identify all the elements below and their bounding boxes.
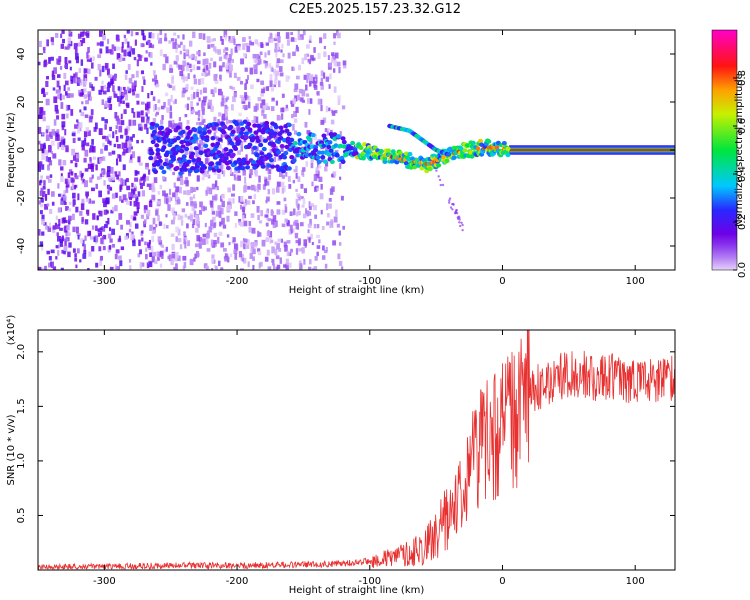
snr-plot xyxy=(38,330,675,570)
snr-xtick-label: -200 xyxy=(226,576,249,587)
spectrogram-ytick-label: -20 xyxy=(16,190,27,206)
colorbar-tick-label: 0.0 xyxy=(737,262,748,278)
spectrogram-xtick-label: -200 xyxy=(226,276,249,287)
snr-xlabel: Height of straight line (km) xyxy=(289,585,425,596)
snr-ytick-label: 1.5 xyxy=(16,398,27,414)
snr-xtick-label: 100 xyxy=(626,576,645,587)
colorbar xyxy=(711,29,738,271)
spectrogram-ylabel: Frequency (Hz) xyxy=(6,112,17,188)
spectrogram-xtick-label: 0 xyxy=(499,276,505,287)
snr-ytick-label: 2.0 xyxy=(16,344,27,360)
colorbar-tick-label: 0.2 xyxy=(737,214,748,230)
spectrogram-plot xyxy=(38,30,675,270)
snr-xtick-label: -300 xyxy=(93,576,116,587)
snr-series-line xyxy=(38,330,675,570)
snr-xtick-label: -100 xyxy=(358,576,381,587)
snr-ylabel: SNR (10 * v/v) xyxy=(6,414,17,485)
colorbar-tick-label: 0.6 xyxy=(737,118,748,134)
spectrogram-ytick-label: 0 xyxy=(16,147,27,153)
snr-ytick-label: 1.0 xyxy=(16,453,27,469)
spectrogram-ytick-label: 20 xyxy=(16,96,27,109)
chart-title: C2E5.2025.157.23.32.G12 xyxy=(288,2,462,17)
spectrogram-ytick-label: -40 xyxy=(16,238,27,254)
snr-y-multiplier: (x10⁴) xyxy=(6,315,17,346)
spectrogram-ytick-label: 40 xyxy=(16,48,27,61)
snr-xtick-label: 0 xyxy=(499,576,505,587)
constant-band-core xyxy=(509,148,675,152)
spectrogram-xtick-label: 100 xyxy=(626,276,645,287)
colorbar-tick-label: 0.4 xyxy=(737,166,748,182)
colorbar-label: Normalized spectral amplitude xyxy=(734,73,745,227)
spectrogram-xtick-label: -300 xyxy=(93,276,116,287)
snr-ytick-label: 0.5 xyxy=(16,508,27,524)
snr-frame xyxy=(37,329,676,571)
spectrogram-xtick-label: -100 xyxy=(358,276,381,287)
colorbar-tick-label: 0.8 xyxy=(737,70,748,86)
spectrogram-xlabel: Height of straight line (km) xyxy=(289,285,425,296)
